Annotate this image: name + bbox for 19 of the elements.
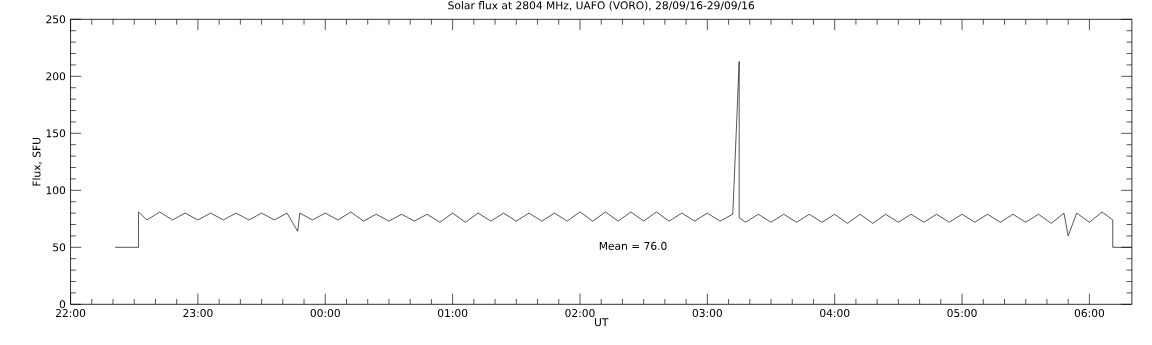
x-tick-label: 06:00: [1074, 309, 1105, 318]
x-tick-label: 04:00: [820, 309, 850, 318]
annotation: Mean = 76.0: [599, 241, 667, 250]
chart-title: Solar flux at 2804 MHz, UAFO (VORO), 28/09/16-29/09/16: [448, 1, 755, 11]
y-tick-label: 100: [46, 186, 66, 195]
x-tick-label: 22:00: [55, 309, 86, 318]
y-tick-label: 150: [46, 129, 66, 138]
x-tick-label: 03:00: [692, 309, 722, 318]
x-tick-label: 05:00: [947, 309, 977, 318]
x-tick-label: 02:00: [565, 309, 595, 318]
y-tick-label: 200: [46, 72, 66, 81]
x-tick-label: 01:00: [437, 309, 468, 318]
x-axis-title: UT: [594, 318, 609, 327]
y-tick-label: 0: [59, 300, 66, 309]
y-tick-label: 50: [53, 243, 66, 252]
y-axis-title: Flux, SFU: [32, 137, 42, 186]
x-tick-label: 00:00: [310, 309, 340, 318]
x-tick-label: 23:00: [183, 309, 213, 318]
y-tick-label: 250: [46, 15, 66, 24]
